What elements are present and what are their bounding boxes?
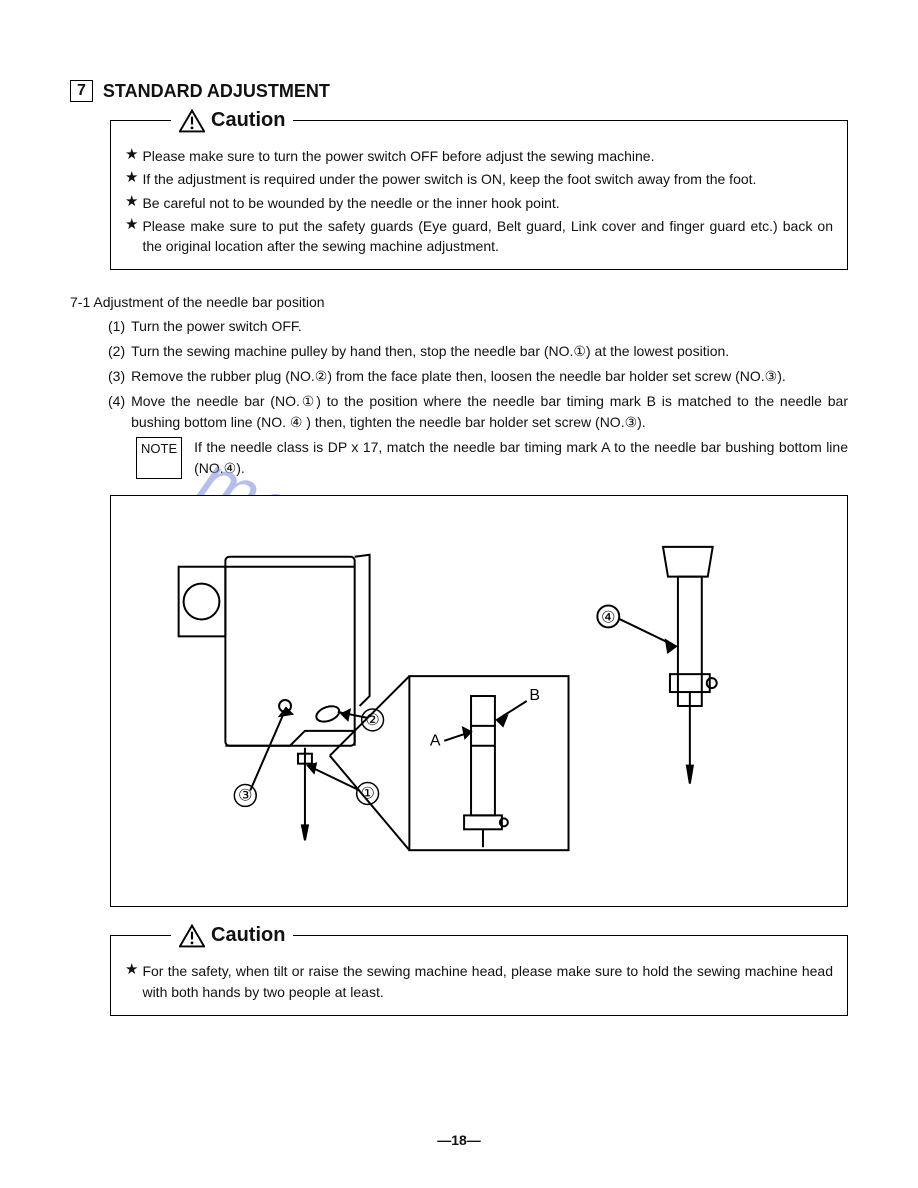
note-label-box: NOTE xyxy=(136,437,182,479)
step-item: (1)Turn the power switch OFF. xyxy=(108,316,848,337)
caution-item: ★Please make sure to turn the power swit… xyxy=(125,146,833,166)
step-item: (2)Turn the sewing machine pulley by han… xyxy=(108,341,848,362)
caution-legend: Caution xyxy=(171,106,293,135)
caution-box-top: Caution ★Please make sure to turn the po… xyxy=(110,120,848,270)
label-4: ④ xyxy=(601,610,615,627)
label-B: B xyxy=(529,687,540,704)
note-text: If the needle class is DP x 17, match th… xyxy=(194,437,848,479)
diagram-frame: ② ③ ① ④ A B xyxy=(110,495,848,907)
section-number-box: 7 xyxy=(70,80,93,102)
subsection-title: 7-1 Adjustment of the needle bar positio… xyxy=(70,294,848,310)
section-header: 7 STANDARD ADJUSTMENT xyxy=(70,80,848,102)
subsection-7-1: 7-1 Adjustment of the needle bar positio… xyxy=(70,294,848,479)
note-line: NOTE If the needle class is DP x 17, mat… xyxy=(136,437,848,479)
warning-icon xyxy=(179,109,205,133)
caution-legend: Caution xyxy=(171,921,293,950)
step-item: (4)Move the needle bar (NO.①) to the pos… xyxy=(108,391,848,433)
caution-box-bottom: Caution ★For the safety, when tilt or ra… xyxy=(110,935,848,1016)
step-item: (3)Remove the rubber plug (NO.②) from th… xyxy=(108,366,848,387)
step-list: (1)Turn the power switch OFF. (2)Turn th… xyxy=(108,316,848,479)
caution-item: ★For the safety, when tilt or raise the … xyxy=(125,961,833,1002)
caution-item: ★Please make sure to put the safety guar… xyxy=(125,216,833,257)
section-title: STANDARD ADJUSTMENT xyxy=(103,81,330,102)
needle-bar-diagram: ② ③ ① ④ A B xyxy=(111,496,847,906)
label-3: ③ xyxy=(238,788,252,805)
caution-item: ★If the adjustment is required under the… xyxy=(125,169,833,189)
page-number: —18— xyxy=(0,1132,918,1148)
label-2: ② xyxy=(365,712,379,729)
warning-icon xyxy=(179,924,205,948)
caution-label: Caution xyxy=(211,106,285,135)
caution-item: ★Be careful not to be wounded by the nee… xyxy=(125,193,833,213)
label-1: ① xyxy=(360,786,374,803)
caution-label: Caution xyxy=(211,921,285,950)
manual-page: manualshive.com 7 STANDARD ADJUSTMENT Ca… xyxy=(0,0,918,1188)
label-A: A xyxy=(430,733,441,750)
